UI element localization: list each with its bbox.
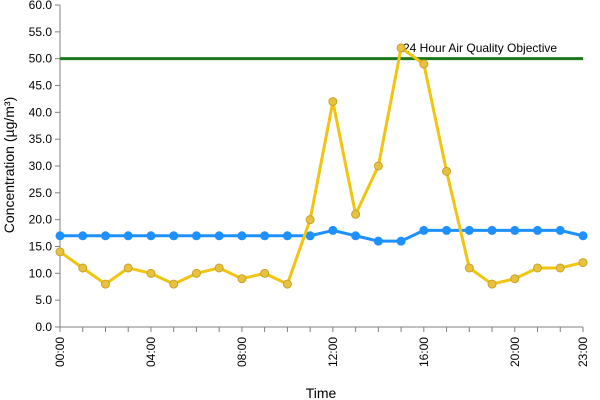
- series-1-point: [533, 225, 543, 235]
- y-tick-label: 45.0: [29, 79, 53, 93]
- y-tick-label: 35.0: [29, 132, 53, 146]
- series-group: [55, 43, 588, 289]
- series-1-point: [396, 236, 406, 246]
- series-2-point: [237, 274, 247, 284]
- series-2-point: [555, 263, 565, 273]
- objective-line-group: 24 Hour Air Quality Objective: [60, 41, 583, 61]
- x-tick-label: 08:00: [235, 337, 249, 367]
- series-1-point: [510, 225, 520, 235]
- series-1-point: [464, 225, 474, 235]
- x-tick-label: 12:00: [326, 337, 340, 367]
- y-tick-label: 5.0: [35, 293, 52, 307]
- y-tick-label: 60.0: [29, 0, 53, 12]
- series-1-point: [487, 225, 497, 235]
- series-1-point: [555, 225, 565, 235]
- series-1-point: [419, 225, 429, 235]
- series-2-point: [487, 279, 497, 289]
- series-1-point: [123, 231, 133, 241]
- series-2-point: [169, 279, 179, 289]
- y-tick-label: 0.0: [35, 320, 52, 334]
- y-axis-ticks: 0.0 5.0 10.0 15.0 20.0 25.0 30.0 35.0 40.0 45.0 50…: [29, 0, 60, 334]
- y-tick-label: 55.0: [29, 25, 53, 39]
- series-1-point: [146, 231, 156, 241]
- y-tick-label: 10.0: [29, 266, 53, 280]
- x-axis-ticks: 00:00 04:00 08:00 12:00 16:00 20:00 23:00: [53, 327, 590, 367]
- x-tick-label: 04:00: [144, 337, 158, 367]
- x-tick-label: 20:00: [508, 337, 522, 367]
- y-tick-label: 20.0: [29, 213, 53, 227]
- series-2-line: [59, 46, 584, 286]
- y-tick-label: 50.0: [29, 52, 53, 66]
- y-tick-label: 15.0: [29, 240, 53, 254]
- series-2-point: [373, 161, 383, 171]
- series-1-point: [260, 231, 270, 241]
- series-2-point: [351, 209, 361, 219]
- series-1-line: [60, 228, 584, 243]
- series-1-point: [191, 231, 201, 241]
- series-1-point: [442, 225, 452, 235]
- y-axis-title: Concentration (µg/m³): [1, 97, 17, 233]
- series-2-point: [328, 97, 338, 107]
- series-2-point: [100, 279, 110, 289]
- series-1-point: [100, 231, 110, 241]
- series-1-point: [351, 231, 361, 241]
- series-1-point: [55, 231, 65, 241]
- x-tick-label: 23:00: [576, 337, 590, 367]
- series-1-point: [373, 236, 383, 246]
- objective-label: 24 Hour Air Quality Objective: [403, 41, 557, 55]
- series-2-point: [78, 263, 88, 273]
- series-1-point: [282, 231, 292, 241]
- series-2-point: [305, 215, 315, 225]
- series-2-point: [578, 258, 588, 268]
- series-2-point: [123, 263, 133, 273]
- y-tick-label: 25.0: [29, 186, 53, 200]
- series-1-point: [169, 231, 179, 241]
- x-tick-label: 00:00: [53, 337, 67, 367]
- series-2-point: [419, 59, 429, 69]
- series-2-point: [191, 268, 201, 278]
- series-2-point: [282, 279, 292, 289]
- series-1-point: [78, 231, 88, 241]
- y-tick-label: 40.0: [29, 105, 53, 119]
- series-1-point: [305, 231, 315, 241]
- series-1-point: [237, 231, 247, 241]
- series-2-point: [214, 263, 224, 273]
- series-1-point: [328, 225, 338, 235]
- x-axis-title: Time: [306, 385, 337, 400]
- series-2-point: [55, 247, 65, 257]
- series-2-point: [510, 274, 520, 284]
- series-2-point: [533, 263, 543, 273]
- series-1-point: [578, 231, 588, 241]
- series-1-point: [214, 231, 224, 241]
- series-2-point: [442, 166, 452, 176]
- y-tick-label: 30.0: [29, 159, 53, 173]
- series-2-point: [146, 268, 156, 278]
- series-2-point: [260, 268, 270, 278]
- x-tick-label: 16:00: [417, 337, 431, 367]
- series-2-point: [396, 43, 406, 53]
- series-2-point: [464, 263, 474, 273]
